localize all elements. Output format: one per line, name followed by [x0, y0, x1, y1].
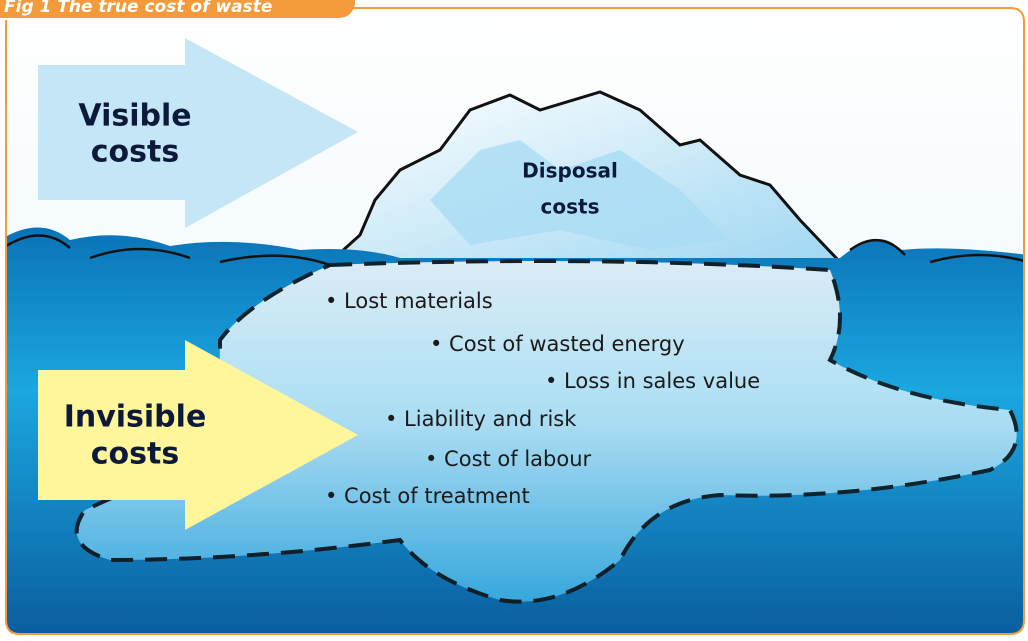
- visible-label: Visible: [78, 99, 191, 134]
- cost-item: • Cost of treatment: [325, 484, 530, 508]
- figure-title: Fig 1 The true cost of waste: [4, 0, 272, 17]
- visible-arrow: [38, 38, 358, 228]
- iceberg-label: Disposal: [522, 159, 618, 183]
- invisible-label: Invisible: [64, 400, 207, 435]
- invisible-label: costs: [91, 437, 179, 472]
- title-tab: [0, 0, 355, 18]
- cost-item: • Lost materials: [325, 289, 493, 313]
- cost-item: • Loss in sales value: [545, 369, 760, 393]
- iceberg-label: costs: [541, 195, 600, 219]
- cost-item: • Liability and risk: [385, 407, 577, 431]
- frame-border: [5, 7, 1025, 635]
- invisible-arrow: [38, 340, 358, 530]
- visible-label: costs: [91, 135, 179, 170]
- ice-shade: [430, 140, 730, 250]
- waves: [6, 234, 1024, 267]
- cost-item: • Cost of labour: [425, 447, 592, 471]
- cost-item: • Cost of wasted energy: [430, 332, 685, 356]
